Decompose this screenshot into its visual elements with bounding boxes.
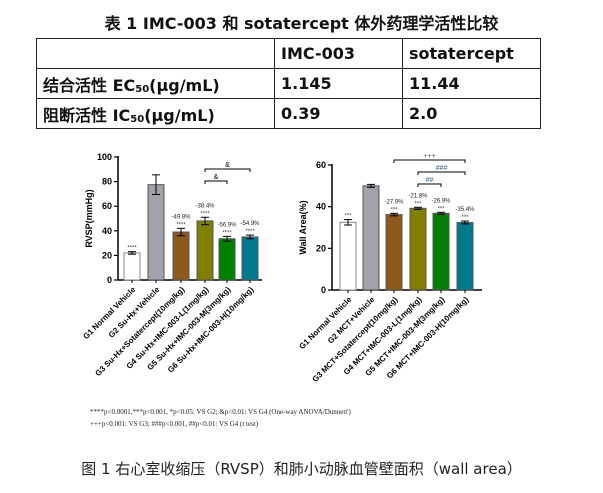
significance-bracket [393,159,466,163]
header-cell [36,38,275,69]
table-row: 阻断活性 IC50(μg/mL) 0.39 2.0 [36,98,541,129]
y-tick-label: 0 [107,275,112,285]
bar [241,236,259,281]
y-tick-label: 40 [316,202,326,212]
x-tick-label: G5 Su-Hx+IMC-003-M(3mg/kg) [145,285,232,372]
bracket-label: ### [436,165,448,172]
significance-label: **** [127,246,137,252]
bar [218,238,236,281]
footnote: ****p<0.0001,***p<0.001, *p<0.05: VS G2;… [90,408,351,416]
footnote: +++p<0.001: VS G3; ###p<0.001, ##p<0.01:… [90,420,259,428]
bar [339,221,357,291]
bracket-label: & [225,162,230,169]
significance-label: *** [414,201,422,207]
figure-caption: 图 1 右心室收缩压（RVSP）和肺小动脉血管壁面积（wall area） [81,460,522,478]
bar [196,220,214,281]
significance-label: **** [245,229,255,235]
bar [172,231,190,281]
significance-label: **** [176,222,186,228]
significance-label: *** [461,215,469,221]
percent-label: -54.9% [240,221,260,227]
significance-bracket [417,171,466,175]
cell: 1.145 [274,68,403,99]
significance-label: **** [222,230,232,236]
significance-label: *** [344,214,352,220]
cell: 2.0 [402,98,541,129]
cell: 11.44 [402,68,541,99]
table-row: 结合活性 EC50(μg/mL) 1.145 11.44 [36,68,541,99]
significance-label: **** [200,211,210,217]
bar [123,252,141,281]
bar [432,212,450,291]
x-tick-label: G3 MCT+Sotatercept(10mg/kg) [311,295,400,384]
significance-label: *** [390,207,398,213]
bar [456,222,474,291]
percent-label: -56.9% [217,222,237,228]
percent-label: -21.8% [408,193,428,199]
bar [385,214,403,291]
cell: 0.39 [274,98,403,129]
activity-table: IMC-003 sotatercept 结合活性 EC50(μg/mL) 1.1… [36,38,541,129]
y-tick-label: 40 [102,226,112,236]
table-title: 表 1 IMC-003 和 sotatercept 体外药理学活性比较 [104,14,499,33]
y-axis-label: Wall Area(%) [298,200,308,254]
bar [147,184,165,281]
y-tick-label: 60 [102,201,112,211]
row-label: 阻断活性 IC50(μg/mL) [36,98,275,129]
y-tick-label: 100 [97,152,112,162]
bracket-label: +++ [423,153,435,160]
header-cell: IMC-003 [274,38,403,69]
percent-label: -38.4% [195,203,215,209]
bar [409,207,427,291]
bracket-label: ## [426,177,434,184]
y-tick-label: 0 [321,285,326,295]
bracket-label: & [214,174,219,181]
significance-bracket [417,183,442,187]
significance-bracket [204,180,228,184]
y-tick-label: 80 [102,177,112,187]
percent-label: -26.9% [431,198,451,204]
y-tick-label: 20 [316,243,326,253]
percent-label: -35.4% [455,207,475,213]
percent-label: -27.9% [384,199,404,205]
percent-label: -49.8% [171,214,191,220]
y-tick-label: 60 [316,160,326,170]
significance-label: *** [437,206,445,212]
significance-bracket [204,168,251,172]
y-tick-label: 20 [102,250,112,260]
y-axis-label: RVSP(mmHg) [84,189,94,247]
row-label: 结合活性 EC50(μg/mL) [36,68,275,99]
bar [362,185,380,291]
table-header-row: IMC-003 sotatercept [36,38,541,69]
